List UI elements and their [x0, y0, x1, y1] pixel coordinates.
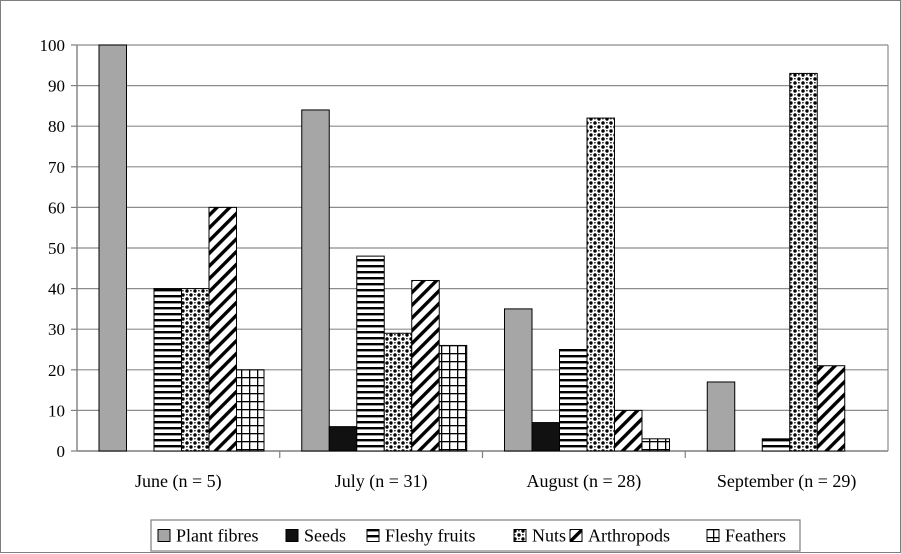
legend: Plant fibres Seeds Fleshy fruits Nuts Arthro… [150, 519, 801, 552]
legend-label: Arthropods [588, 526, 670, 546]
legend-label: Plant fibres [176, 526, 259, 546]
bar-seeds-2 [531, 422, 560, 452]
x-tick-label: June (n = 5) [135, 471, 222, 492]
bar-arthropods-2 [614, 409, 643, 452]
bar-arthropods-0 [208, 206, 237, 452]
bars [98, 44, 846, 452]
y-tick-label: 50 [48, 239, 65, 258]
legend-swatch [569, 529, 583, 542]
bar-plant-fibres-0 [98, 44, 127, 452]
y-tick-label: 40 [48, 280, 65, 299]
bar-arthropods-1 [411, 279, 440, 452]
y-tick-label: 20 [48, 361, 65, 380]
x-tick-label: August (n = 28) [527, 471, 642, 492]
bar-fleshy-fruits-1 [356, 255, 385, 452]
legend-box [150, 519, 801, 552]
y-tick-label: 90 [48, 77, 65, 96]
legend-label: Fleshy fruits [385, 526, 476, 546]
y-tick-label: 100 [40, 36, 66, 55]
legend-label: Seeds [304, 526, 346, 546]
bar-nuts-3 [789, 72, 818, 452]
y-tick-label: 70 [48, 158, 65, 177]
legend-swatch [366, 529, 380, 542]
axis-labels: 0 10 20 30 40 50 60 70 80 90 100 June (n = 5) July (… [40, 36, 857, 492]
legend-label: Feathers [725, 526, 786, 546]
bar-arthropods-3 [816, 365, 846, 452]
legend-swatch [285, 529, 299, 542]
bar-fleshy-fruits-2 [559, 349, 588, 452]
bar-seeds-1 [328, 426, 358, 452]
bar-nuts-2 [586, 117, 615, 452]
bar-feathers-1 [438, 344, 468, 452]
y-tick-label: 0 [57, 442, 66, 461]
bar-fleshy-fruits-3 [761, 438, 791, 452]
y-tick-label: 10 [48, 401, 65, 420]
bar-nuts-1 [383, 332, 413, 452]
bar-fleshy-fruits-0 [153, 288, 182, 452]
bar-plant-fibres-1 [301, 109, 330, 452]
bar-feathers-2 [641, 438, 670, 452]
y-tick-label: 30 [48, 320, 65, 339]
legend-swatch [157, 529, 171, 542]
y-tick-label: 80 [48, 117, 65, 136]
y-tick-label: 60 [48, 198, 65, 217]
bar-nuts-0 [181, 288, 210, 452]
bar-plant-fibres-2 [504, 308, 533, 452]
legend-swatch [706, 529, 720, 542]
x-tick-label: July (n = 31) [335, 471, 428, 492]
x-tick-label: September (n = 29) [717, 471, 857, 492]
legend-swatch [513, 529, 527, 542]
bar-plant-fibres-3 [706, 381, 736, 452]
legend-label: Nuts [532, 526, 566, 546]
bar-feathers-0 [236, 369, 265, 452]
